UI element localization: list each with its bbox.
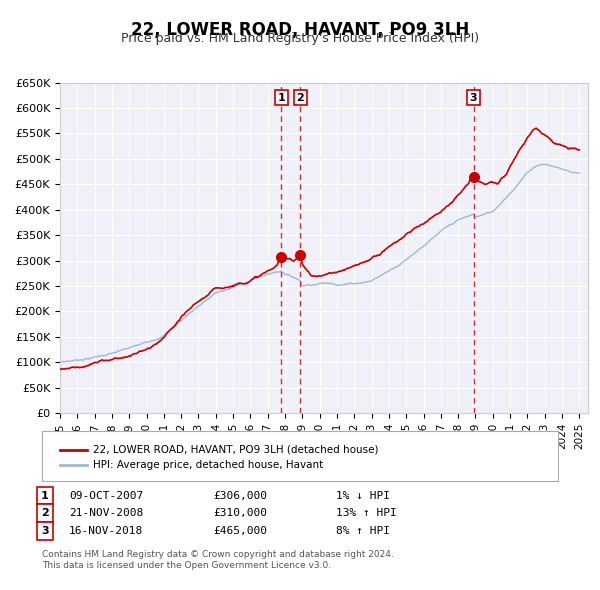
Text: £465,000: £465,000 — [213, 526, 267, 536]
Text: 1: 1 — [41, 491, 49, 500]
Text: 1: 1 — [277, 93, 285, 103]
Text: £310,000: £310,000 — [213, 509, 267, 518]
Text: 13% ↑ HPI: 13% ↑ HPI — [336, 509, 397, 518]
Text: 1% ↓ HPI: 1% ↓ HPI — [336, 491, 390, 500]
Text: 09-OCT-2007: 09-OCT-2007 — [69, 491, 143, 500]
Text: 22, LOWER ROAD, HAVANT, PO9 3LH: 22, LOWER ROAD, HAVANT, PO9 3LH — [131, 21, 469, 39]
Text: 3: 3 — [41, 526, 49, 536]
Text: HPI: Average price, detached house, Havant: HPI: Average price, detached house, Hava… — [93, 460, 323, 470]
Text: 16-NOV-2018: 16-NOV-2018 — [69, 526, 143, 536]
Text: 2: 2 — [41, 509, 49, 518]
Text: Price paid vs. HM Land Registry's House Price Index (HPI): Price paid vs. HM Land Registry's House … — [121, 32, 479, 45]
Text: 21-NOV-2008: 21-NOV-2008 — [69, 509, 143, 518]
Text: This data is licensed under the Open Government Licence v3.0.: This data is licensed under the Open Gov… — [42, 560, 331, 569]
Text: 8% ↑ HPI: 8% ↑ HPI — [336, 526, 390, 536]
Text: 22, LOWER ROAD, HAVANT, PO9 3LH (detached house): 22, LOWER ROAD, HAVANT, PO9 3LH (detache… — [93, 445, 379, 454]
Text: 3: 3 — [470, 93, 478, 103]
Text: Contains HM Land Registry data © Crown copyright and database right 2024.: Contains HM Land Registry data © Crown c… — [42, 550, 394, 559]
Text: 2: 2 — [296, 93, 304, 103]
Text: £306,000: £306,000 — [213, 491, 267, 500]
